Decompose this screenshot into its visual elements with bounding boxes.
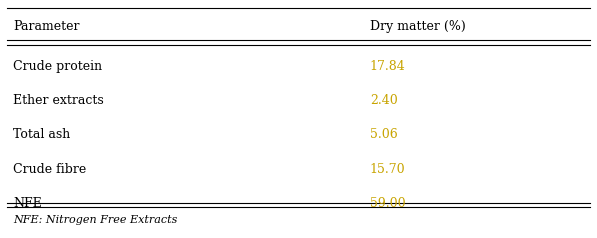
Text: Parameter: Parameter xyxy=(13,20,80,33)
Text: Dry matter (%): Dry matter (%) xyxy=(370,20,466,33)
Text: Crude protein: Crude protein xyxy=(13,60,103,73)
Text: 59.00: 59.00 xyxy=(370,197,405,210)
Text: Total ash: Total ash xyxy=(13,129,70,141)
Text: 5.06: 5.06 xyxy=(370,129,398,141)
Text: NFE: NFE xyxy=(13,197,42,210)
Text: 17.84: 17.84 xyxy=(370,60,405,73)
Text: Ether extracts: Ether extracts xyxy=(13,94,104,107)
Text: NFE: Nitrogen Free Extracts: NFE: Nitrogen Free Extracts xyxy=(13,215,178,225)
Text: Crude fibre: Crude fibre xyxy=(13,163,87,175)
Text: 2.40: 2.40 xyxy=(370,94,398,107)
Text: 15.70: 15.70 xyxy=(370,163,405,175)
